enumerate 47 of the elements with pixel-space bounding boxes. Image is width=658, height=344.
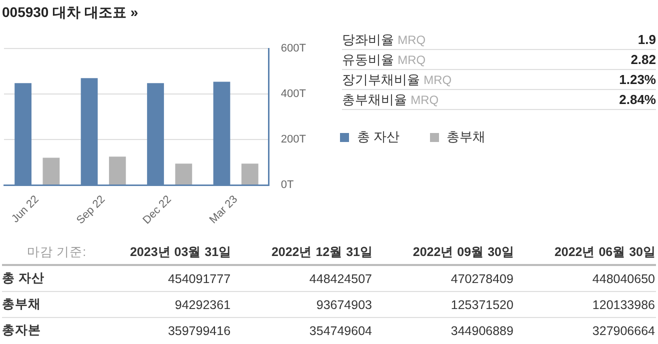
data-label: 2.82: [630, 52, 656, 67]
data-label: 354749604: [308, 322, 373, 340]
data-label: 125371520: [450, 296, 514, 314]
x-tick-label: Jun 22: [10, 193, 42, 226]
x-tick-label: Sep 22: [74, 193, 108, 227]
y-tick-label: 200T: [280, 134, 306, 146]
text: 총자본: [2, 322, 42, 339]
bar: [108, 156, 126, 185]
data-label: 359799416: [166, 322, 232, 340]
data-label: 2.84%: [619, 92, 656, 107]
x-tick-label: Mar 23: [207, 193, 240, 226]
category-label: 장기부채비율: [342, 72, 420, 86]
text: 총 자산: [2, 270, 46, 287]
bar: [241, 164, 258, 185]
data-label: 470278409: [450, 270, 514, 288]
data-label: 120133986: [591, 296, 656, 314]
data-label: 448040650: [591, 270, 656, 288]
category-label: 총부채비율: [342, 92, 407, 106]
category-label: 당좌비율: [342, 32, 394, 46]
text: MRQ: [410, 92, 439, 106]
category-label: 2022년 09월 30일: [412, 244, 514, 260]
data-label: 93674903: [315, 296, 373, 314]
bar: [42, 158, 60, 185]
data-label: 454091777: [166, 270, 232, 288]
data-label: 448424507: [308, 270, 373, 288]
text: MRQ: [398, 32, 426, 46]
data-label: 1.9: [638, 32, 656, 47]
data-label: 327906664: [591, 322, 656, 340]
legend-label: 총 자산: [357, 128, 400, 146]
data-label: 94292361: [174, 296, 232, 314]
data-label: 1.23%: [619, 72, 656, 87]
y-tick-label: 0T: [280, 179, 294, 192]
y-tick-label: 600T: [280, 42, 306, 55]
category-label: 2023년 03월 31일: [128, 244, 232, 260]
text: MRQ: [398, 52, 426, 66]
category-label: 유동비율: [342, 52, 394, 66]
text: 총부채: [2, 296, 42, 313]
bar: [175, 164, 192, 185]
chart-title: 005930 대차 대조표 »: [2, 4, 138, 22]
text: MRQ: [424, 72, 452, 86]
y-tick-label: 400T: [280, 88, 306, 100]
x-tick-label: Dec 22: [140, 193, 174, 227]
category-label: 2022년 06월 30일: [553, 244, 656, 260]
data-label: 344906889: [450, 322, 514, 340]
text: 마감 기준:: [26, 244, 88, 260]
category-label: 2022년 12월 31일: [270, 244, 373, 260]
legend-label: 총부채: [446, 128, 486, 146]
